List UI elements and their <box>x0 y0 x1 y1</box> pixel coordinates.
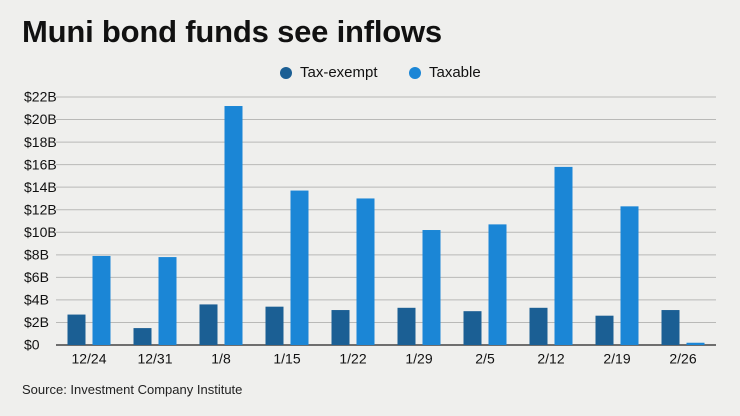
y-tick-label: $6B <box>24 269 49 285</box>
bar-taxable <box>290 190 309 345</box>
y-tick-label: $20B <box>24 111 57 127</box>
legend-item-tax-exempt: Tax-exempt <box>280 64 378 81</box>
legend-label-taxable: Taxable <box>429 64 481 81</box>
x-tick-label: 1/15 <box>273 351 300 367</box>
y-tick-label: $2B <box>24 314 49 330</box>
bar-tax-exempt <box>67 314 86 345</box>
bar-taxable <box>620 206 639 345</box>
y-tick-label: $18B <box>24 134 57 150</box>
x-axis-ticks: 12/24 12/31 1/8 1/15 1/22 1/29 2/5 2/12 2/19 2/26 <box>71 351 696 367</box>
bar-taxable <box>488 224 507 345</box>
y-tick-label: $14B <box>24 179 57 195</box>
bar-tax-exempt <box>265 306 284 345</box>
bar-taxable <box>224 106 243 345</box>
y-tick-label: $10B <box>24 224 57 240</box>
gridlines <box>56 96 716 346</box>
x-tick-label: 1/29 <box>405 351 432 367</box>
bar-tax-exempt <box>463 311 482 345</box>
bar-taxable <box>158 257 177 345</box>
x-tick-label: 2/5 <box>475 351 495 367</box>
y-tick-label: $12B <box>24 201 57 217</box>
bar-taxable <box>356 198 375 345</box>
x-tick-label: 12/31 <box>137 351 172 367</box>
y-tick-label: $16B <box>24 156 57 172</box>
legend-item-taxable: Taxable <box>409 64 481 81</box>
bar-tax-exempt <box>199 304 218 345</box>
legend-swatch-tax-exempt <box>280 66 292 79</box>
x-tick-label: 1/8 <box>211 351 231 367</box>
bar-tax-exempt <box>595 315 614 345</box>
y-tick-label: $4B <box>24 292 49 308</box>
bar-taxable <box>554 166 573 345</box>
x-tick-label: 2/19 <box>603 351 630 367</box>
y-tick-label: $0 <box>24 337 40 353</box>
legend: Tax-exempt Taxable <box>0 64 740 86</box>
source-note: Source: Investment Company Institute <box>22 382 243 397</box>
bar-taxable <box>92 255 111 345</box>
bar-tax-exempt <box>529 307 548 345</box>
x-tick-label: 12/24 <box>71 351 106 367</box>
legend-swatch-taxable <box>409 66 421 79</box>
y-axis-ticks: $0 $2B $4B $6B $8B $10B $12B $14B $16B $18B $20B $2… <box>24 89 57 353</box>
x-tick-label: 2/26 <box>669 351 696 367</box>
bar-tax-exempt <box>397 307 416 345</box>
chart-title: Muni bond funds see inflows <box>22 14 442 49</box>
bar-tax-exempt <box>133 328 152 345</box>
x-tick-label: 1/22 <box>339 351 366 367</box>
x-tick-label: 2/12 <box>537 351 564 367</box>
bar-taxable <box>686 342 705 345</box>
y-tick-label: $22B <box>24 89 57 105</box>
bar-taxable <box>422 230 441 345</box>
bar-tax-exempt <box>331 310 350 345</box>
bar-tax-exempt <box>661 310 680 345</box>
bars <box>67 106 705 345</box>
y-tick-label: $8B <box>24 247 49 263</box>
legend-label-tax-exempt: Tax-exempt <box>300 64 378 81</box>
